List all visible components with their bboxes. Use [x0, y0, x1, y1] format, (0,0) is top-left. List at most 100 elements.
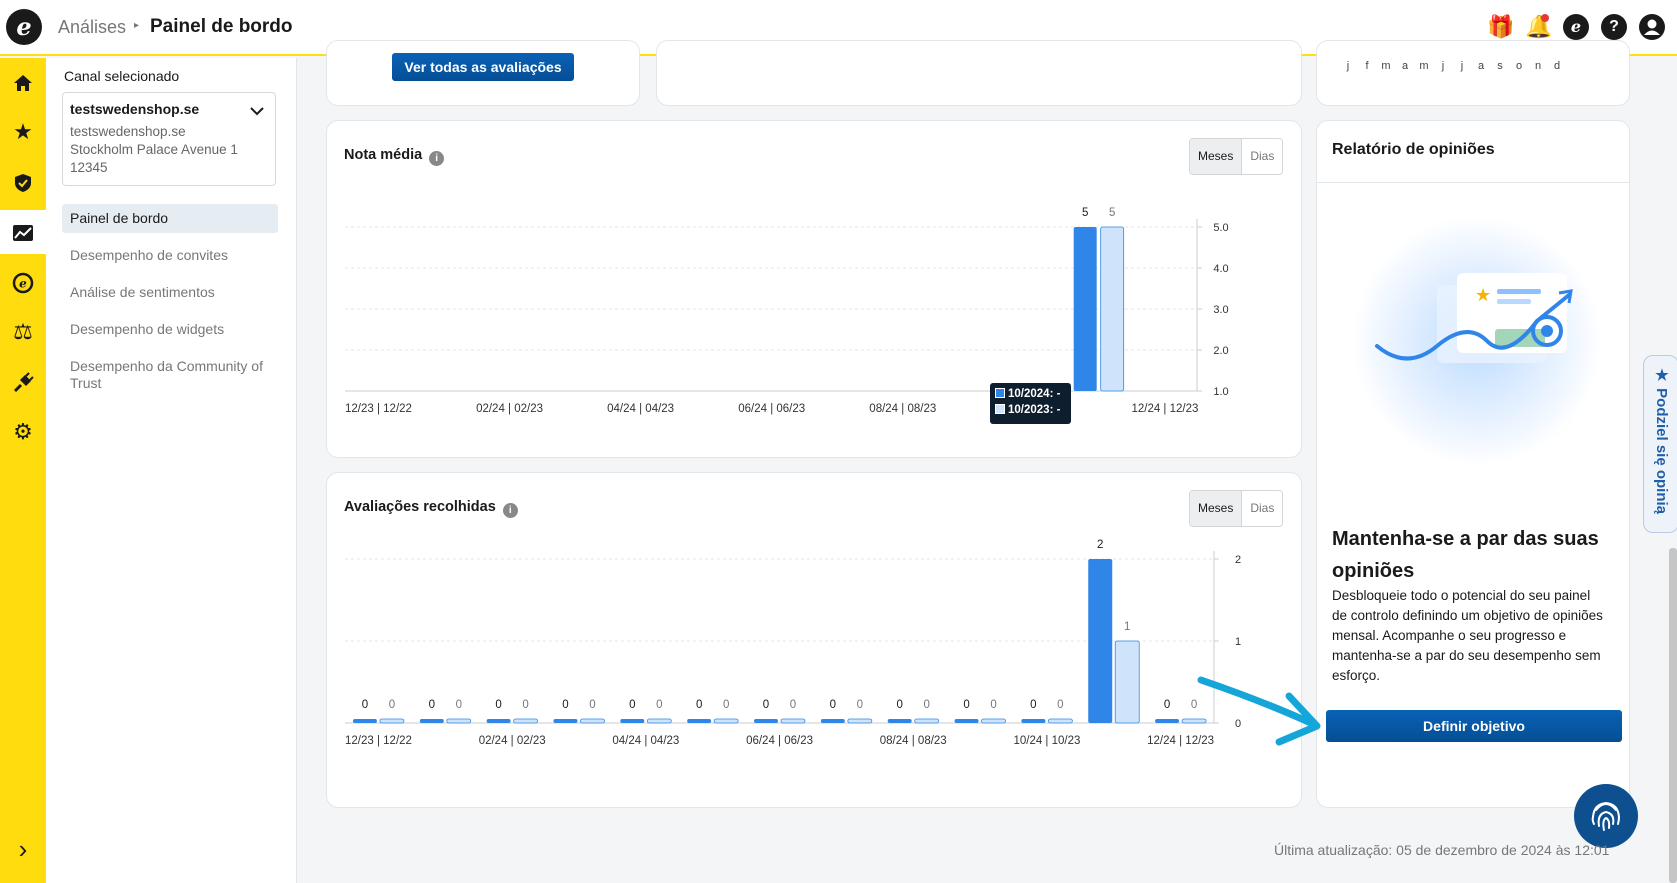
bar-value-label: 0: [656, 699, 662, 711]
bar[interactable]: [754, 719, 778, 723]
gear-icon[interactable]: ⚙: [13, 419, 33, 444]
toggle-days[interactable]: Dias: [1250, 149, 1275, 163]
channel-domain: testswedenshop.se: [70, 124, 186, 139]
channel-postcode: 12345: [70, 160, 108, 175]
bar-value-label: 0: [522, 699, 528, 711]
reviews-collected-title: Avaliações recolhidas i: [344, 499, 518, 518]
bar[interactable]: [1114, 640, 1140, 724]
toggle-months[interactable]: Meses: [1190, 139, 1243, 174]
info-icon[interactable]: i: [429, 151, 445, 166]
bar[interactable]: [352, 719, 377, 723]
bar-value-label: 0: [1030, 699, 1036, 711]
period-toggle: Meses Dias: [1189, 138, 1284, 175]
page-title: Painel de bordo: [150, 16, 293, 37]
feedback-tab[interactable]: ★ Podziel się opinią: [1643, 355, 1677, 533]
x-tick-label: 06/24 | 06/23: [738, 403, 805, 415]
nav-item-dashboard[interactable]: Painel de bordo: [62, 204, 278, 233]
user-icon[interactable]: [1639, 14, 1665, 40]
nav-item-sentiment-analysis[interactable]: Análise de sentimentos: [70, 284, 215, 300]
nav-item-invite-performance[interactable]: Desempenho de convites: [70, 247, 228, 263]
view-all-reviews-button[interactable]: Ver todas as avaliações: [392, 53, 574, 81]
x-tick-label: 12/24 | 12/23: [1131, 403, 1198, 415]
bar[interactable]: [887, 719, 912, 723]
reviews-card: Ver todas as avaliações: [326, 40, 640, 106]
bar[interactable]: [981, 718, 1006, 724]
bar-value-label: 1: [1124, 621, 1130, 633]
bar[interactable]: [419, 719, 444, 723]
month-initial-label: o: [1516, 60, 1522, 72]
header-actions: 🎁 🔔 e ?: [1487, 14, 1665, 40]
toggle-months[interactable]: Meses: [1190, 491, 1243, 526]
bar[interactable]: [446, 718, 472, 724]
bar[interactable]: [780, 718, 806, 724]
info-icon[interactable]: i: [502, 503, 518, 518]
bar[interactable]: [580, 718, 605, 724]
help-icon[interactable]: ?: [1601, 14, 1627, 40]
legal-scale-icon[interactable]: ⚖: [13, 319, 33, 344]
bar[interactable]: [1021, 719, 1046, 723]
chevron-down-icon[interactable]: [249, 103, 265, 121]
chevron-right-icon[interactable]: ›: [18, 834, 28, 864]
plug-icon[interactable]: [0, 360, 46, 404]
toggle-days[interactable]: Dias: [1250, 501, 1275, 515]
month-initial-label: m: [1419, 60, 1428, 72]
y-tick-label: 5.0: [1213, 222, 1228, 234]
y-tick-label: 2: [1235, 554, 1241, 566]
x-tick-label: 12/23 | 12/22: [345, 403, 412, 415]
bar[interactable]: [646, 718, 672, 724]
bar[interactable]: [954, 719, 979, 723]
highlight-arrow-icon: [1197, 676, 1321, 746]
opinion-report-card: Relatório de opiniões ★ Mantenha-se a pa…: [1316, 120, 1630, 808]
bar[interactable]: [1073, 227, 1097, 391]
trustedshops-logo[interactable]: e: [6, 9, 42, 45]
bar-value-label: 0: [696, 699, 702, 711]
bar[interactable]: [379, 718, 405, 724]
set-goal-button[interactable]: Definir objetivo: [1326, 710, 1622, 742]
svg-text:★: ★: [1475, 285, 1491, 305]
bell-icon[interactable]: 🔔: [1525, 14, 1553, 39]
tooltip-current-row: 10/2024: -: [995, 386, 1066, 402]
bar[interactable]: [620, 719, 645, 723]
summary-card: [656, 40, 1302, 106]
bar[interactable]: [553, 719, 578, 723]
bar[interactable]: [914, 718, 940, 724]
bar[interactable]: [847, 718, 873, 724]
nav-item-community-of-trust[interactable]: Desempenho da Community of Trust: [70, 358, 263, 391]
period-toggle: Meses Dias: [1189, 490, 1284, 527]
shield-icon[interactable]: [0, 160, 46, 204]
bar[interactable]: [486, 719, 511, 723]
scrollbar[interactable]: [1669, 548, 1677, 883]
breadcrumb-parent[interactable]: Análises: [58, 17, 127, 37]
nav-item-widget-performance[interactable]: Desempenho de widgets: [70, 321, 225, 337]
x-tick-label: 08/24 | 08/23: [880, 735, 947, 747]
bar-value-label: 0: [589, 699, 595, 711]
bar[interactable]: [1100, 226, 1125, 392]
analytics-icon[interactable]: [0, 210, 46, 254]
star-icon[interactable]: ★: [13, 119, 33, 144]
bar[interactable]: [1155, 719, 1180, 723]
bar[interactable]: [1047, 718, 1073, 724]
trustedshops-e-icon[interactable]: e: [0, 260, 46, 304]
home-icon[interactable]: [0, 60, 46, 104]
fingerprint-button[interactable]: [1574, 784, 1638, 848]
x-tick-label: 12/23 | 12/22: [345, 735, 412, 747]
bar[interactable]: [687, 719, 712, 723]
bar-value-label: 2: [1097, 539, 1103, 551]
bar-value-label: 0: [790, 699, 796, 711]
feedback-tab-label: ★ Podziel się opinią: [1653, 366, 1670, 515]
bar-value-label: 0: [763, 699, 769, 711]
channel-selector[interactable]: testswedenshop.se testswedenshop.se Stoc…: [62, 92, 276, 186]
bar[interactable]: [1181, 718, 1207, 724]
last-updated-text: Última atualização: 05 de dezembro de 20…: [1274, 842, 1610, 858]
y-tick-label: 4.0: [1213, 263, 1228, 275]
bar-value-label: 0: [456, 699, 462, 711]
bar[interactable]: [513, 718, 539, 724]
bar-value-label: 0: [629, 699, 635, 711]
bar-value-label: 0: [990, 699, 996, 711]
bar[interactable]: [820, 719, 845, 723]
gift-icon[interactable]: 🎁: [1487, 14, 1515, 39]
notification-dot: [1541, 14, 1549, 22]
trustedshops-icon[interactable]: e: [1563, 14, 1589, 40]
bar[interactable]: [1088, 559, 1113, 723]
bar[interactable]: [713, 718, 739, 724]
